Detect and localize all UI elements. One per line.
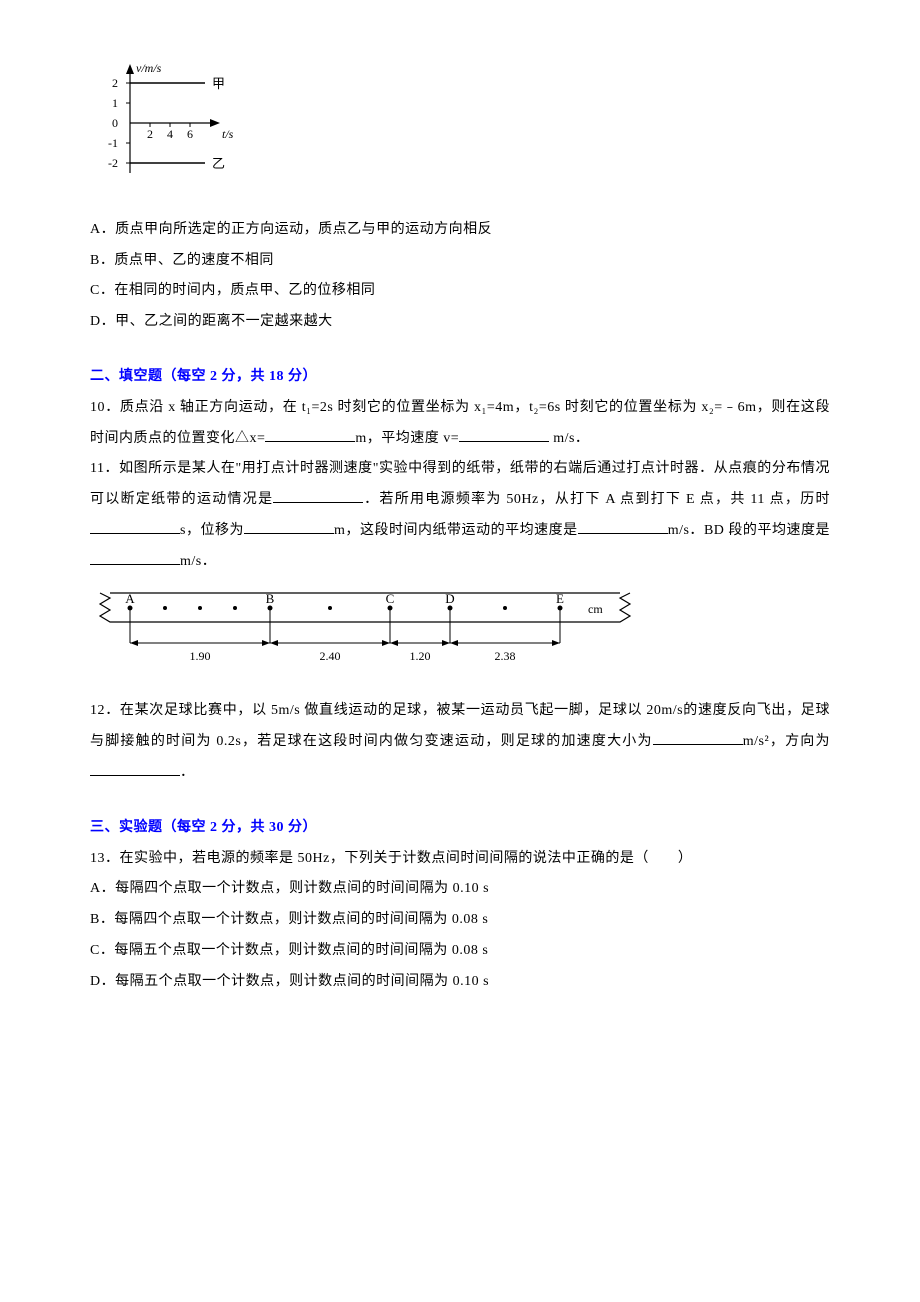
q11-text6: m/s． <box>180 554 216 569</box>
q12-text2: m/s²，方向为 <box>743 734 830 749</box>
xtick-6: 6 <box>187 127 193 141</box>
q13-choice-b: B．每隔四个点取一个计数点，则计数点间的时间间隔为 0.08 s <box>90 905 830 936</box>
label-yi: 乙 <box>212 156 225 171</box>
tape-label-d: D <box>445 591 454 606</box>
tape-label-b: B <box>266 591 275 606</box>
q10-text2: m，平均速度 v= <box>355 431 459 446</box>
q11-text3: s，位移为 <box>180 523 244 538</box>
q9-choice-c: C．在相同的时间内，质点甲、乙的位移相同 <box>90 276 830 307</box>
tape-label-e: E <box>556 591 564 606</box>
q9-choice-b: B．质点甲、乙的速度不相同 <box>90 246 830 277</box>
ytick-1: 1 <box>112 96 118 110</box>
tape-seg-1: 1.90 <box>190 649 211 663</box>
section3-heading: 三、实验题（每空 2 分，共 30 分） <box>90 813 830 844</box>
q11: 11．如图所示是某人在"用打点计时器测速度"实验中得到的纸带，纸带的右端后通过打… <box>90 454 830 577</box>
ytick-0: 0 <box>112 116 118 130</box>
tape-unit: cm <box>588 602 603 616</box>
xlabel: t/s <box>222 127 234 141</box>
q10-text3: m/s． <box>553 431 589 446</box>
tape-seg-4: 2.38 <box>495 649 516 663</box>
q13-stem: 13．在实验中，若电源的频率是 50Hz，下列关于计数点间时间间隔的说法中正确的… <box>90 844 830 875</box>
ytick-2: 2 <box>112 76 118 90</box>
label-jia: 甲 <box>212 76 225 91</box>
vt-graph-figure: 2 1 0 -1 -2 2 4 6 v/m/s t/s 甲 乙 <box>90 58 830 201</box>
q10-blank2[interactable] <box>459 427 549 442</box>
q12-text3: ． <box>180 765 195 780</box>
xtick-2: 2 <box>147 127 153 141</box>
q11-blank3[interactable] <box>244 519 334 534</box>
q11-blank1[interactable] <box>273 488 363 503</box>
q11-blank4[interactable] <box>578 519 668 534</box>
q13-choice-c: C．每隔五个点取一个计数点，则计数点间的时间间隔为 0.08 s <box>90 936 830 967</box>
q10-blank1[interactable] <box>265 427 355 442</box>
q9-choice-d: D．甲、乙之间的距离不一定越来越大 <box>90 307 830 338</box>
ytick-m2: -2 <box>108 156 118 170</box>
q11-blank2[interactable] <box>90 519 180 534</box>
tape-figure: A B C D E cm 1.9 <box>90 588 830 681</box>
section2-heading: 二、填空题（每空 2 分，共 18 分） <box>90 362 830 393</box>
tape-label-a: A <box>125 591 135 606</box>
q11-text4: m，这段时间内纸带运动的平均速度是 <box>334 523 578 538</box>
q13-choice-d: D．每隔五个点取一个计数点，则计数点间的时间间隔为 0.10 s <box>90 967 830 998</box>
ylabel: v/m/s <box>136 61 162 75</box>
q12-blank2[interactable] <box>90 761 180 776</box>
q9-choice-a: A．质点甲向所选定的正方向运动，质点乙与甲的运动方向相反 <box>90 215 830 246</box>
tape-seg-3: 1.20 <box>410 649 431 663</box>
q11-text5: m/s．BD 段的平均速度是 <box>668 523 830 538</box>
q13-choice-a: A．每隔四个点取一个计数点，则计数点间的时间间隔为 0.10 s <box>90 874 830 905</box>
tape-label-c: C <box>386 591 395 606</box>
tape-seg-2: 2.40 <box>320 649 341 663</box>
q11-text2: ．若所用电源频率为 50Hz，从打下 A 点到打下 E 点，共 11 点，历时 <box>363 492 830 507</box>
q10: 10．质点沿 x 轴正方向运动，在 t₁=2s 时刻它的位置坐标为 x₁=4m，… <box>90 393 830 455</box>
ytick-m1: -1 <box>108 136 118 150</box>
xtick-4: 4 <box>167 127 173 141</box>
q12: 12．在某次足球比赛中，以 5m/s 做直线运动的足球，被某一运动员飞起一脚，足… <box>90 696 830 788</box>
q11-blank5[interactable] <box>90 550 180 565</box>
q12-blank1[interactable] <box>653 730 743 745</box>
